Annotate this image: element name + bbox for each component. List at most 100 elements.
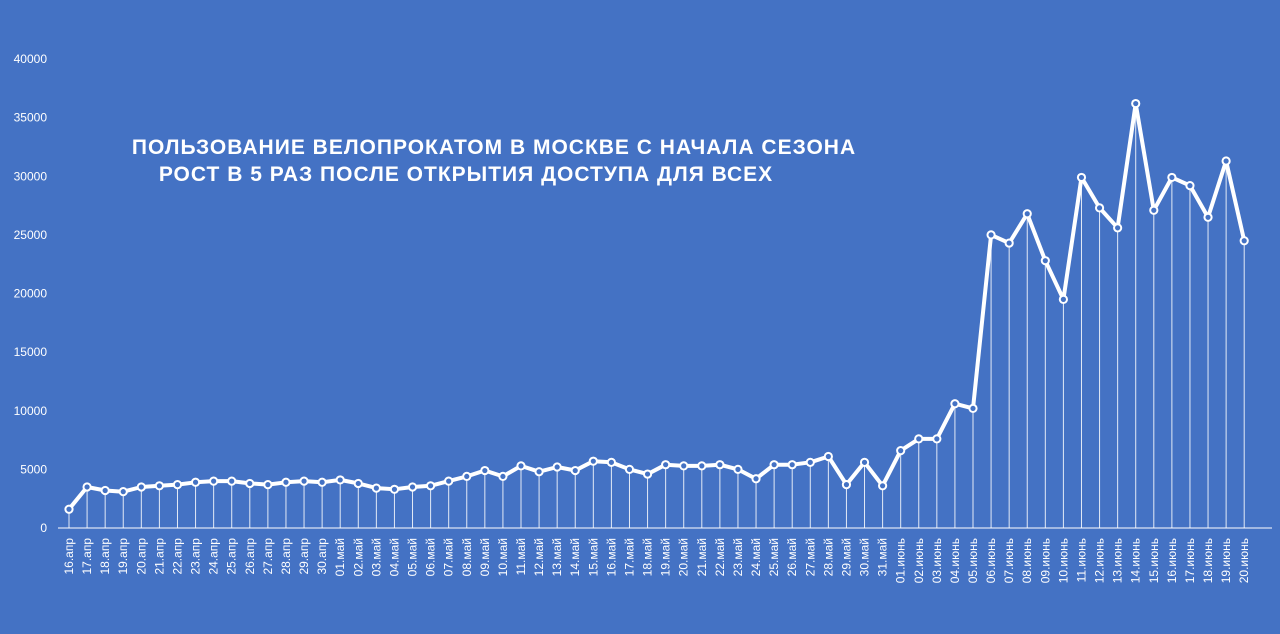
x-tick-label: 23.май xyxy=(731,538,745,576)
x-tick-label: 19.май xyxy=(659,538,673,576)
x-tick-label: 11.май xyxy=(514,538,528,575)
data-point xyxy=(317,477,327,487)
data-point xyxy=(299,476,309,486)
data-point xyxy=(552,462,562,472)
x-tick-label: 27.апр xyxy=(261,538,275,575)
x-tick-label: 18.май xyxy=(641,538,655,576)
data-point xyxy=(1131,98,1141,109)
data-point xyxy=(154,481,164,491)
data-point xyxy=(1004,238,1014,248)
data-point xyxy=(498,471,508,482)
x-tick-label: 14.июнь xyxy=(1129,538,1143,583)
x-tick-label: 13.май xyxy=(550,538,564,576)
x-tick-label: 14.май xyxy=(568,538,582,576)
data-point xyxy=(1094,203,1105,213)
data-point xyxy=(281,477,291,487)
data-point xyxy=(570,465,580,476)
data-point xyxy=(968,403,978,414)
y-tick-label: 35000 xyxy=(14,111,48,125)
x-tick-label: 16.июнь xyxy=(1165,538,1179,583)
x-tick-label: 13.июнь xyxy=(1111,538,1125,583)
x-tick-label: 21.май xyxy=(695,538,709,576)
data-point xyxy=(100,485,110,496)
x-tick-label: 25.апр xyxy=(225,538,239,575)
drop-lines xyxy=(68,103,1245,528)
x-tick-label: 28.апр xyxy=(279,538,293,575)
x-tick-label: 16.апр xyxy=(62,538,76,575)
x-tick-label: 15.июнь xyxy=(1147,538,1161,583)
data-point xyxy=(1040,256,1050,266)
x-tick-label: 24.апр xyxy=(207,538,221,575)
data-point xyxy=(878,481,888,491)
x-tick-label: 11.июнь xyxy=(1074,538,1088,582)
data-point xyxy=(136,482,146,492)
x-tick-label: 12.июнь xyxy=(1093,538,1107,583)
x-tick-label: 22.апр xyxy=(170,538,184,575)
data-point xyxy=(661,460,671,470)
data-point xyxy=(606,457,617,467)
x-tick-label: 07.июнь xyxy=(1002,538,1016,583)
x-tick-label: 28.май xyxy=(821,538,835,576)
x-tick-label: 09.май xyxy=(478,538,492,576)
x-tick-label: 18.июнь xyxy=(1201,538,1215,583)
x-tick-label: 17.май xyxy=(622,538,636,576)
data-point xyxy=(480,465,490,476)
x-tick-label: 23.апр xyxy=(189,538,203,575)
data-point xyxy=(353,478,363,489)
x-tick-label: 07.май xyxy=(442,538,456,576)
x-tick-label: 17.июнь xyxy=(1183,538,1197,583)
x-tick-label: 08.июнь xyxy=(1020,538,1034,583)
data-point xyxy=(715,460,725,470)
data-point xyxy=(1058,294,1069,304)
x-tick-label: 04.май xyxy=(387,538,401,576)
x-tick-label: 06.июнь xyxy=(984,538,998,583)
data-point xyxy=(444,476,454,486)
x-tick-label: 20.июнь xyxy=(1237,538,1251,583)
x-tick-label: 26.апр xyxy=(243,538,257,575)
data-point xyxy=(516,461,526,471)
x-tick-label: 04.июнь xyxy=(948,538,962,583)
x-tick-label: 30.май xyxy=(858,538,872,576)
chart-title-line-2: РОСТ В 5 РАЗ ПОСЛЕ ОТКРЫТИЯ ДОСТУПА ДЛЯ … xyxy=(159,163,773,186)
data-point xyxy=(426,481,436,491)
data-point xyxy=(389,484,400,494)
data-point xyxy=(823,451,833,462)
x-tick-label: 06.май xyxy=(424,538,438,576)
x-tick-label: 16.май xyxy=(604,538,618,576)
data-point xyxy=(263,480,273,490)
x-tick-label: 20.май xyxy=(677,538,691,576)
x-tick-label: 09.июнь xyxy=(1038,538,1052,583)
data-point xyxy=(1022,209,1032,219)
data-point xyxy=(642,469,653,479)
y-tick-label: 25000 xyxy=(14,228,48,242)
x-tick-label: 26.май xyxy=(785,538,799,576)
x-tick-label: 20.апр xyxy=(134,538,148,575)
x-tick-label: 01.май xyxy=(333,538,347,576)
data-point xyxy=(841,480,852,490)
x-tick-label: 30.апр xyxy=(315,538,329,575)
x-tick-label: 08.май xyxy=(460,538,474,576)
data-point xyxy=(986,230,996,240)
x-tick-label: 25.май xyxy=(767,538,781,576)
data-point xyxy=(896,446,906,456)
y-tick-label: 10000 xyxy=(14,404,48,418)
x-tick-label: 15.май xyxy=(586,538,600,576)
x-tick-label: 01.июнь xyxy=(894,538,908,583)
data-point xyxy=(1239,236,1249,246)
x-tick-label: 17.апр xyxy=(80,538,94,575)
data-point xyxy=(172,480,183,490)
x-tick-label: 29.апр xyxy=(297,538,311,575)
data-point xyxy=(1221,156,1231,166)
x-tick-label: 10.июнь xyxy=(1056,538,1070,583)
data-point xyxy=(859,457,870,467)
data-point xyxy=(118,487,128,497)
data-point xyxy=(914,434,924,444)
data-point xyxy=(245,478,255,489)
x-tick-label: 29.май xyxy=(839,538,853,576)
y-tick-label: 5000 xyxy=(20,462,47,476)
data-point xyxy=(534,467,544,477)
x-tick-label: 03.июнь xyxy=(930,538,944,583)
x-tick-label: 02.июнь xyxy=(912,538,926,583)
data-point xyxy=(950,399,960,409)
x-axis: 16.апр 17.апр 18.апр 19.апр 20.апр 21.апр 22.а… xyxy=(58,527,1272,583)
